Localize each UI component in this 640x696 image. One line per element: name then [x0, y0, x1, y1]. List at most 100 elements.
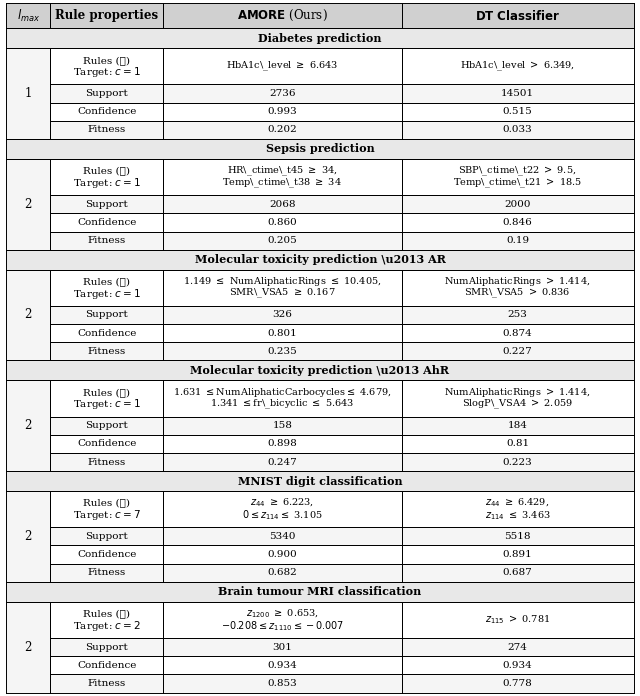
- Bar: [51, 601, 163, 638]
- Text: Support: Support: [85, 421, 128, 430]
- Text: Temp\_ctime\_t21 $>$ 18.5: Temp\_ctime\_t21 $>$ 18.5: [453, 176, 582, 190]
- Bar: [6, 471, 634, 491]
- Text: Diabetes prediction: Diabetes prediction: [259, 33, 381, 44]
- Text: Molecular toxicity prediction \u2013 AR: Molecular toxicity prediction \u2013 AR: [195, 254, 445, 265]
- Text: 1.149 $\leq$ NumAliphaticRings $\leq$ 10.405,: 1.149 $\leq$ NumAliphaticRings $\leq$ 10…: [183, 275, 381, 288]
- Bar: [401, 342, 634, 361]
- Text: 0.682: 0.682: [268, 568, 297, 577]
- Bar: [51, 674, 163, 693]
- Bar: [163, 656, 401, 674]
- Bar: [163, 417, 401, 435]
- Text: Rules (ℇ): Rules (ℇ): [83, 277, 131, 286]
- Text: 0.687: 0.687: [502, 568, 532, 577]
- Text: Target: $c = 1$: Target: $c = 1$: [73, 176, 141, 190]
- Text: 2: 2: [25, 640, 32, 654]
- Bar: [51, 306, 163, 324]
- Bar: [51, 159, 163, 195]
- Bar: [401, 453, 634, 471]
- Text: 1: 1: [25, 87, 32, 100]
- Bar: [401, 214, 634, 232]
- Text: 0.81: 0.81: [506, 439, 529, 448]
- Text: Temp\_ctime\_t38 $\geq$ 34: Temp\_ctime\_t38 $\geq$ 34: [223, 176, 342, 190]
- Text: 2: 2: [25, 198, 32, 211]
- Text: SBP\_ctime\_t22 $>$ 9.5,: SBP\_ctime\_t22 $>$ 9.5,: [458, 164, 577, 177]
- Bar: [401, 102, 634, 121]
- Bar: [51, 232, 163, 250]
- Bar: [163, 232, 401, 250]
- Text: 253: 253: [508, 310, 527, 319]
- Text: 0.934: 0.934: [268, 661, 297, 670]
- Bar: [51, 48, 163, 84]
- Bar: [51, 638, 163, 656]
- Bar: [401, 601, 634, 638]
- Bar: [401, 656, 634, 674]
- Bar: [163, 48, 401, 84]
- Bar: [401, 324, 634, 342]
- Text: 2068: 2068: [269, 200, 296, 209]
- Text: Fitness: Fitness: [88, 347, 126, 356]
- Bar: [401, 48, 634, 84]
- Text: 1.341 $\leq$fr\_bicyclic $\leq$ 5.643: 1.341 $\leq$fr\_bicyclic $\leq$ 5.643: [210, 398, 355, 411]
- Text: SlogP\_VSA4 $>$ 2.059: SlogP\_VSA4 $>$ 2.059: [462, 398, 573, 411]
- Text: 5518: 5518: [504, 532, 531, 541]
- Bar: [51, 342, 163, 361]
- Text: 5340: 5340: [269, 532, 296, 541]
- Bar: [163, 102, 401, 121]
- Bar: [6, 582, 634, 601]
- Bar: [163, 214, 401, 232]
- Bar: [401, 435, 634, 453]
- Bar: [51, 195, 163, 214]
- Bar: [6, 250, 634, 269]
- Text: Fitness: Fitness: [88, 568, 126, 577]
- Text: 0.898: 0.898: [268, 439, 297, 448]
- Text: $z_{44}$ $\geq$ 6.429,: $z_{44}$ $\geq$ 6.429,: [486, 497, 550, 509]
- Text: Confidence: Confidence: [77, 439, 136, 448]
- Text: Confidence: Confidence: [77, 661, 136, 670]
- Bar: [163, 435, 401, 453]
- Text: 0.801: 0.801: [268, 329, 297, 338]
- Bar: [6, 361, 634, 380]
- Text: 2000: 2000: [504, 200, 531, 209]
- Text: $\mathbf{AMORE}$ (Ours): $\mathbf{AMORE}$ (Ours): [237, 8, 328, 24]
- Bar: [163, 121, 401, 139]
- Text: Rules (ℇ): Rules (ℇ): [83, 498, 131, 507]
- Text: Support: Support: [85, 642, 128, 651]
- Text: 0.993: 0.993: [268, 107, 297, 116]
- Text: 0.846: 0.846: [502, 218, 532, 227]
- Text: Rules (ℇ): Rules (ℇ): [83, 609, 131, 618]
- Text: 2736: 2736: [269, 89, 296, 98]
- Bar: [51, 84, 163, 102]
- Text: $z_{1200}$ $\geq$ 0.653,: $z_{1200}$ $\geq$ 0.653,: [246, 608, 319, 620]
- Text: 0.778: 0.778: [502, 679, 532, 688]
- Bar: [51, 380, 163, 417]
- Text: 158: 158: [273, 421, 292, 430]
- Bar: [163, 601, 401, 638]
- Bar: [163, 453, 401, 471]
- Text: Support: Support: [85, 200, 128, 209]
- Bar: [51, 435, 163, 453]
- Text: 0.891: 0.891: [502, 550, 532, 559]
- Text: 0.227: 0.227: [502, 347, 532, 356]
- Text: 0.19: 0.19: [506, 236, 529, 245]
- Text: Rules (ℇ): Rules (ℇ): [83, 166, 131, 175]
- Bar: [163, 342, 401, 361]
- Bar: [6, 159, 51, 250]
- Text: 0.860: 0.860: [268, 218, 297, 227]
- Text: $l_{max}$: $l_{max}$: [17, 8, 40, 24]
- Text: Support: Support: [85, 89, 128, 98]
- Bar: [6, 29, 634, 48]
- Text: $z_{44}$ $\geq$ 6.223,: $z_{44}$ $\geq$ 6.223,: [250, 497, 314, 509]
- Bar: [163, 491, 401, 528]
- Text: 0.247: 0.247: [268, 457, 297, 466]
- Text: 0.900: 0.900: [268, 550, 297, 559]
- Text: Rules (ℇ): Rules (ℇ): [83, 388, 131, 397]
- Text: SMR\_VSA5 $\geq$ 0.167: SMR\_VSA5 $\geq$ 0.167: [229, 287, 335, 301]
- Bar: [6, 269, 51, 361]
- Text: Target: $c = 2$: Target: $c = 2$: [73, 619, 141, 633]
- Text: $z_{115}$ $>$ 0.781: $z_{115}$ $>$ 0.781: [485, 613, 550, 626]
- Text: NumAliphaticRings $>$ 1.414,: NumAliphaticRings $>$ 1.414,: [444, 386, 591, 399]
- Text: 2: 2: [25, 530, 32, 543]
- Bar: [6, 491, 51, 582]
- Text: 0.033: 0.033: [502, 125, 532, 134]
- Bar: [163, 324, 401, 342]
